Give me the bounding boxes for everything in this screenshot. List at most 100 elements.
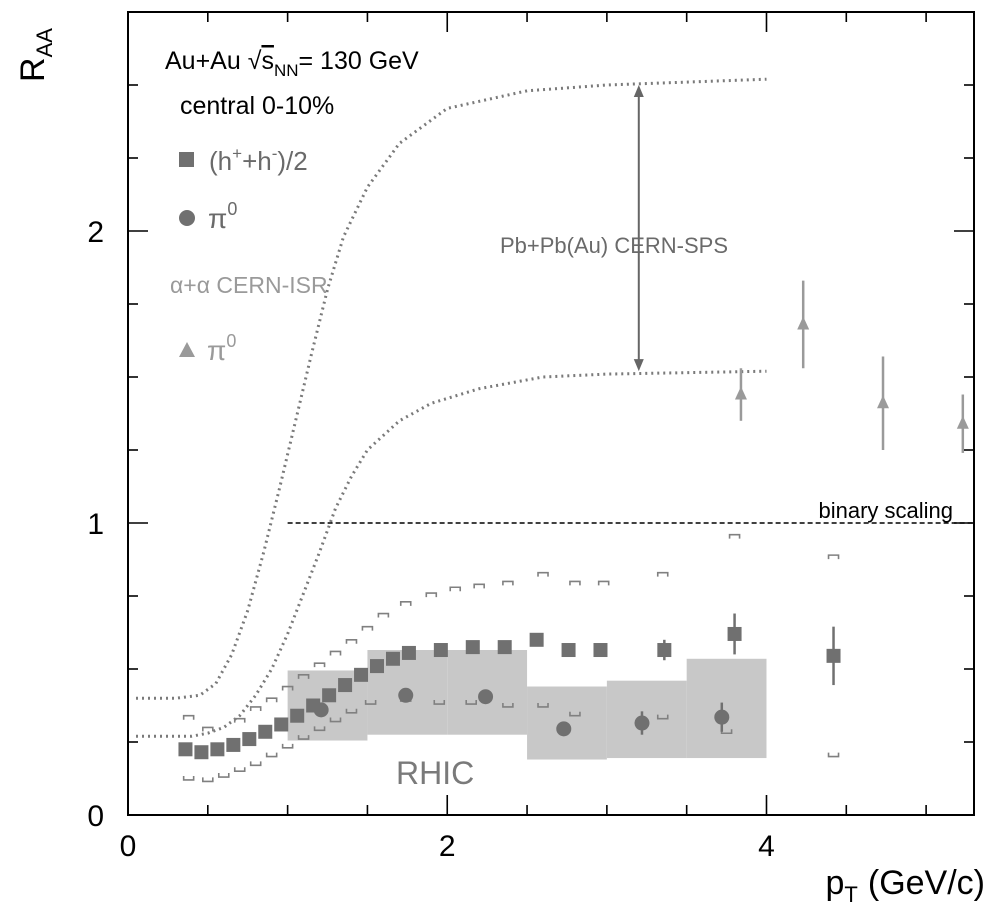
lower-bracket-15	[502, 702, 514, 708]
legend-system-sqrt: √	[248, 47, 262, 75]
hadron-point-0	[178, 742, 193, 757]
hadron-point-1	[194, 745, 209, 760]
hadron-point-9	[322, 688, 337, 703]
legend-hadron-sup1: +	[232, 144, 242, 163]
upper-bracket-15	[473, 583, 485, 589]
x-tick-label-0: 0	[120, 830, 137, 863]
lower-bracket-9	[329, 717, 342, 723]
isr-point-3	[956, 415, 969, 429]
hadron-point-18	[529, 632, 544, 647]
lower-bracket-20	[827, 752, 840, 758]
hadron-point-11	[354, 667, 369, 682]
upper-bracket-3	[249, 706, 262, 711]
upper-bracket-9	[345, 639, 358, 644]
isr-point-2	[877, 395, 890, 409]
pi0-point-5	[714, 709, 730, 725]
sps-arrow-head-bottom	[633, 359, 644, 372]
legend-system-sub: NN	[274, 61, 299, 80]
legend-system-prefix: Au+Au	[165, 47, 248, 75]
lower-bracket-10	[345, 708, 358, 714]
pi0-point-1	[398, 687, 414, 703]
legend-isr-label: α+α CERN-ISR	[170, 272, 328, 298]
y-axis-title-main: R	[14, 57, 52, 82]
upper-bracket-21	[728, 533, 741, 539]
y-axis-title-sub: AA	[32, 28, 57, 58]
lower-bracket-18	[656, 714, 669, 720]
upper-bracket-19	[597, 580, 610, 586]
y-tick-label-1: 1	[87, 508, 104, 541]
upper-bracket-1	[202, 726, 214, 732]
plot-frame	[127, 11, 975, 816]
hadron-point-23	[826, 648, 841, 663]
upper-bracket-11	[377, 612, 390, 618]
legend-hadron-suffix: )/2	[277, 146, 307, 176]
lower-bracket-1	[202, 777, 214, 783]
legend-pi0-label: π0	[208, 199, 237, 234]
upper-bracket-16	[502, 580, 514, 586]
y-tick-label-2: 2	[87, 216, 104, 249]
legend-isr-pi0-sup: 0	[226, 331, 236, 351]
x-tick-label-2: 4	[758, 830, 775, 863]
hadron-point-13	[385, 651, 400, 666]
upper-bracket-4	[265, 697, 278, 703]
sps-curve-1	[136, 369, 767, 738]
upper-bracket-22	[827, 554, 840, 560]
upper-bracket-13	[425, 592, 438, 598]
legend-pi0-sup: 0	[227, 199, 237, 219]
legend-pi0-base: π	[208, 203, 227, 234]
pi0-point-0	[313, 702, 329, 718]
plot-area	[136, 77, 974, 783]
lower-bracket-13	[433, 700, 446, 705]
hadron-point-14	[401, 645, 416, 660]
lower-bracket-17	[569, 711, 581, 717]
x-axis-title-units: (GeV/c)	[868, 864, 985, 902]
lower-bracket-11	[364, 700, 377, 705]
hadron-point-10	[338, 678, 353, 693]
hadron-point-3	[226, 737, 241, 752]
axes: 0 1 2 0 2 4	[87, 11, 975, 863]
systematic-box-0	[287, 670, 368, 741]
legend-hadron-marker	[179, 152, 194, 167]
pi0-point-4	[634, 715, 650, 731]
hadron-point-17	[497, 640, 512, 655]
legend-isr-pi0-base: π	[207, 335, 226, 366]
hadron-point-20	[593, 643, 608, 658]
lower-bracket-7	[297, 735, 310, 740]
rhic-annotation: RHIC	[396, 755, 474, 791]
upper-bracket-0	[182, 714, 195, 720]
upper-bracket-7	[313, 662, 326, 668]
y-tick-label-0: 0	[87, 800, 104, 833]
legend-isr-pi0-label: π0	[207, 331, 236, 366]
sps-arrow-head-top	[633, 85, 644, 97]
lower-bracket-6	[281, 743, 294, 749]
isr-point-0	[734, 386, 747, 400]
lower-bracket-16	[537, 702, 549, 708]
hadron-point-19	[561, 643, 576, 658]
hadron-point-5	[258, 724, 273, 739]
x-axis-title-main: p	[826, 864, 845, 902]
legend-isr-marker	[179, 342, 195, 357]
lower-bracket-2	[217, 773, 230, 778]
y-axis-title: RAA	[14, 28, 57, 82]
upper-bracket-20	[656, 571, 669, 577]
upper-bracket-6	[297, 674, 310, 679]
hadron-point-21	[657, 643, 672, 658]
legend-system-s: s	[261, 47, 274, 75]
upper-bracket-5	[281, 685, 294, 691]
legend-system-suffix: = 130 GeV	[299, 47, 420, 75]
systematic-box-5	[686, 658, 767, 759]
upper-bracket-18	[569, 580, 581, 586]
lower-bracket-5	[265, 752, 278, 758]
pi0-point-3	[556, 721, 572, 737]
x-tick-label-1: 2	[439, 830, 456, 863]
lower-bracket-8	[313, 726, 326, 732]
isr-point-1	[797, 316, 810, 330]
lower-bracket-3	[233, 767, 246, 772]
sps-annotation: Pb+Pb(Au) CERN-SPS	[500, 233, 728, 258]
legend-pi0-marker	[179, 210, 195, 226]
legend: Au+Au √sNN= 130 GeV central 0-10% (h++h-…	[165, 47, 419, 366]
upper-bracket-8	[329, 650, 342, 656]
hadron-point-2	[210, 742, 225, 757]
legend-hadron-label: (h++h-)/2	[209, 144, 308, 176]
hadron-point-16	[465, 640, 480, 655]
